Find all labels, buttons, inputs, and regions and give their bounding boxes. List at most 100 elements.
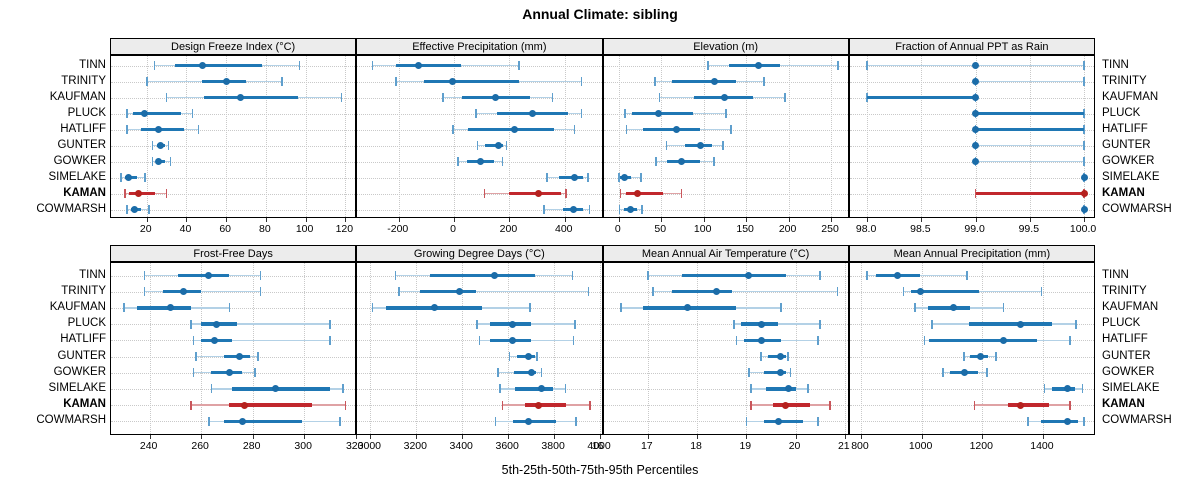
panel-strip: Effective Precipitation (mm): [356, 38, 603, 55]
grid-line-horizontal: [111, 193, 356, 195]
grid-line-horizontal: [603, 388, 848, 390]
x-axis-tick: [265, 218, 267, 222]
whisker-cap-high: [169, 157, 172, 166]
whisker-cap-high: [147, 205, 150, 214]
median-dot: [534, 190, 542, 197]
x-axis-tick: [703, 218, 705, 222]
x-tick-label: 0: [450, 223, 456, 235]
x-tick-label: 260: [191, 440, 209, 452]
median-dot: [972, 142, 980, 149]
whisker-cap-high: [259, 287, 262, 297]
iqr-bar: [975, 191, 1085, 196]
grid-line-horizontal: [603, 340, 848, 342]
whisker-cap-high: [789, 368, 792, 378]
whisker-cap-high: [722, 141, 725, 150]
grid-line-horizontal: [357, 405, 602, 407]
whisker-cap-low: [658, 93, 661, 102]
x-axis-tick: [355, 435, 357, 439]
whisker-cap-high: [730, 125, 732, 134]
whisker-line: [190, 323, 330, 325]
x-axis-tick: [1042, 435, 1044, 439]
whisker-cap-low: [478, 335, 481, 345]
iqr-bar: [911, 290, 980, 294]
whisker-cap-high: [501, 157, 504, 166]
median-dot: [414, 62, 422, 69]
panel-strip: Frost-Free Days: [110, 245, 357, 262]
median-dot: [525, 417, 533, 425]
median-dot: [972, 110, 980, 117]
x-tick-label: 98.5: [910, 223, 931, 235]
grid-line-vertical: [554, 263, 556, 434]
median-dot: [678, 158, 686, 165]
median-dot: [131, 206, 139, 213]
x-tick-label: 19: [739, 440, 752, 452]
x-tick-label: 280: [242, 440, 261, 452]
grid-line-horizontal: [849, 209, 1094, 211]
median-dot: [236, 353, 244, 360]
grid-line-vertical: [600, 263, 602, 434]
station-label-right: KAUFMAN: [1102, 300, 1159, 313]
x-tick-label: 800: [851, 440, 869, 452]
grid-line-horizontal: [603, 209, 848, 211]
whisker-cap-high: [836, 287, 839, 297]
iqr-bar: [419, 290, 476, 294]
station-label-right: TINN: [1102, 58, 1129, 71]
median-dot: [1080, 174, 1088, 181]
station-label-left: HATLIFF: [60, 122, 106, 135]
whisker-cap-high: [1083, 157, 1085, 166]
median-dot: [125, 174, 133, 181]
x-tick-label: 3400: [449, 440, 473, 452]
grid-line-horizontal: [111, 307, 356, 309]
x-tick-label: 80: [259, 223, 271, 235]
x-tick-label: 1400: [1030, 440, 1054, 452]
whisker-cap-high: [518, 61, 520, 70]
panel-strip: Fraction of Annual PPT as Rain: [848, 38, 1095, 55]
grid-line-vertical: [462, 263, 464, 434]
iqr-bar: [927, 306, 971, 310]
grid-line-vertical: [454, 56, 456, 217]
whisker-cap-low: [192, 335, 195, 345]
whisker-cap-low: [707, 61, 709, 70]
grid-line-vertical: [564, 56, 566, 217]
whisker-cap-high: [1040, 287, 1043, 297]
grid-line-vertical: [305, 56, 307, 217]
whisker-line: [975, 80, 1085, 83]
whisker-cap-high: [565, 189, 567, 198]
whisker-cap-high: [680, 189, 683, 198]
whisker-cap-high: [191, 109, 194, 118]
median-dot: [777, 369, 785, 377]
whisker-cap-low: [476, 141, 479, 150]
whisker-cap-high: [339, 416, 342, 426]
median-dot: [893, 272, 901, 279]
median-dot: [225, 369, 233, 377]
whisker-cap-high: [1069, 400, 1072, 410]
whisker-cap-low: [126, 109, 128, 118]
iqr-bar: [229, 403, 312, 407]
whisker-cap-low: [665, 141, 668, 150]
x-axis-tick: [509, 218, 511, 222]
x-axis-tick: [370, 435, 372, 439]
grid-line-horizontal: [111, 209, 356, 211]
median-dot: [537, 385, 545, 393]
median-dot: [155, 158, 163, 165]
station-label-left: SIMELAKE: [48, 381, 106, 394]
grid-line-vertical: [370, 263, 372, 434]
x-axis-tick: [618, 218, 620, 222]
grid-line-horizontal: [111, 161, 356, 163]
iqr-bar: [1041, 419, 1078, 423]
whisker-cap-high: [780, 303, 782, 313]
whisker-cap-low: [151, 141, 154, 150]
median-dot: [1080, 206, 1088, 213]
median-dot: [774, 417, 782, 425]
iqr-bar: [395, 63, 461, 68]
iqr-bar: [773, 403, 811, 407]
whisker-cap-low: [151, 157, 154, 166]
x-axis-tick: [844, 435, 846, 439]
median-dot: [490, 272, 498, 279]
whisker-cap-high: [580, 77, 583, 86]
whisker-cap-high: [575, 416, 577, 426]
median-dot: [135, 190, 143, 197]
x-axis-tick: [398, 218, 400, 222]
x-tick-label: 20: [139, 223, 152, 235]
whisker-cap-low: [745, 416, 748, 426]
